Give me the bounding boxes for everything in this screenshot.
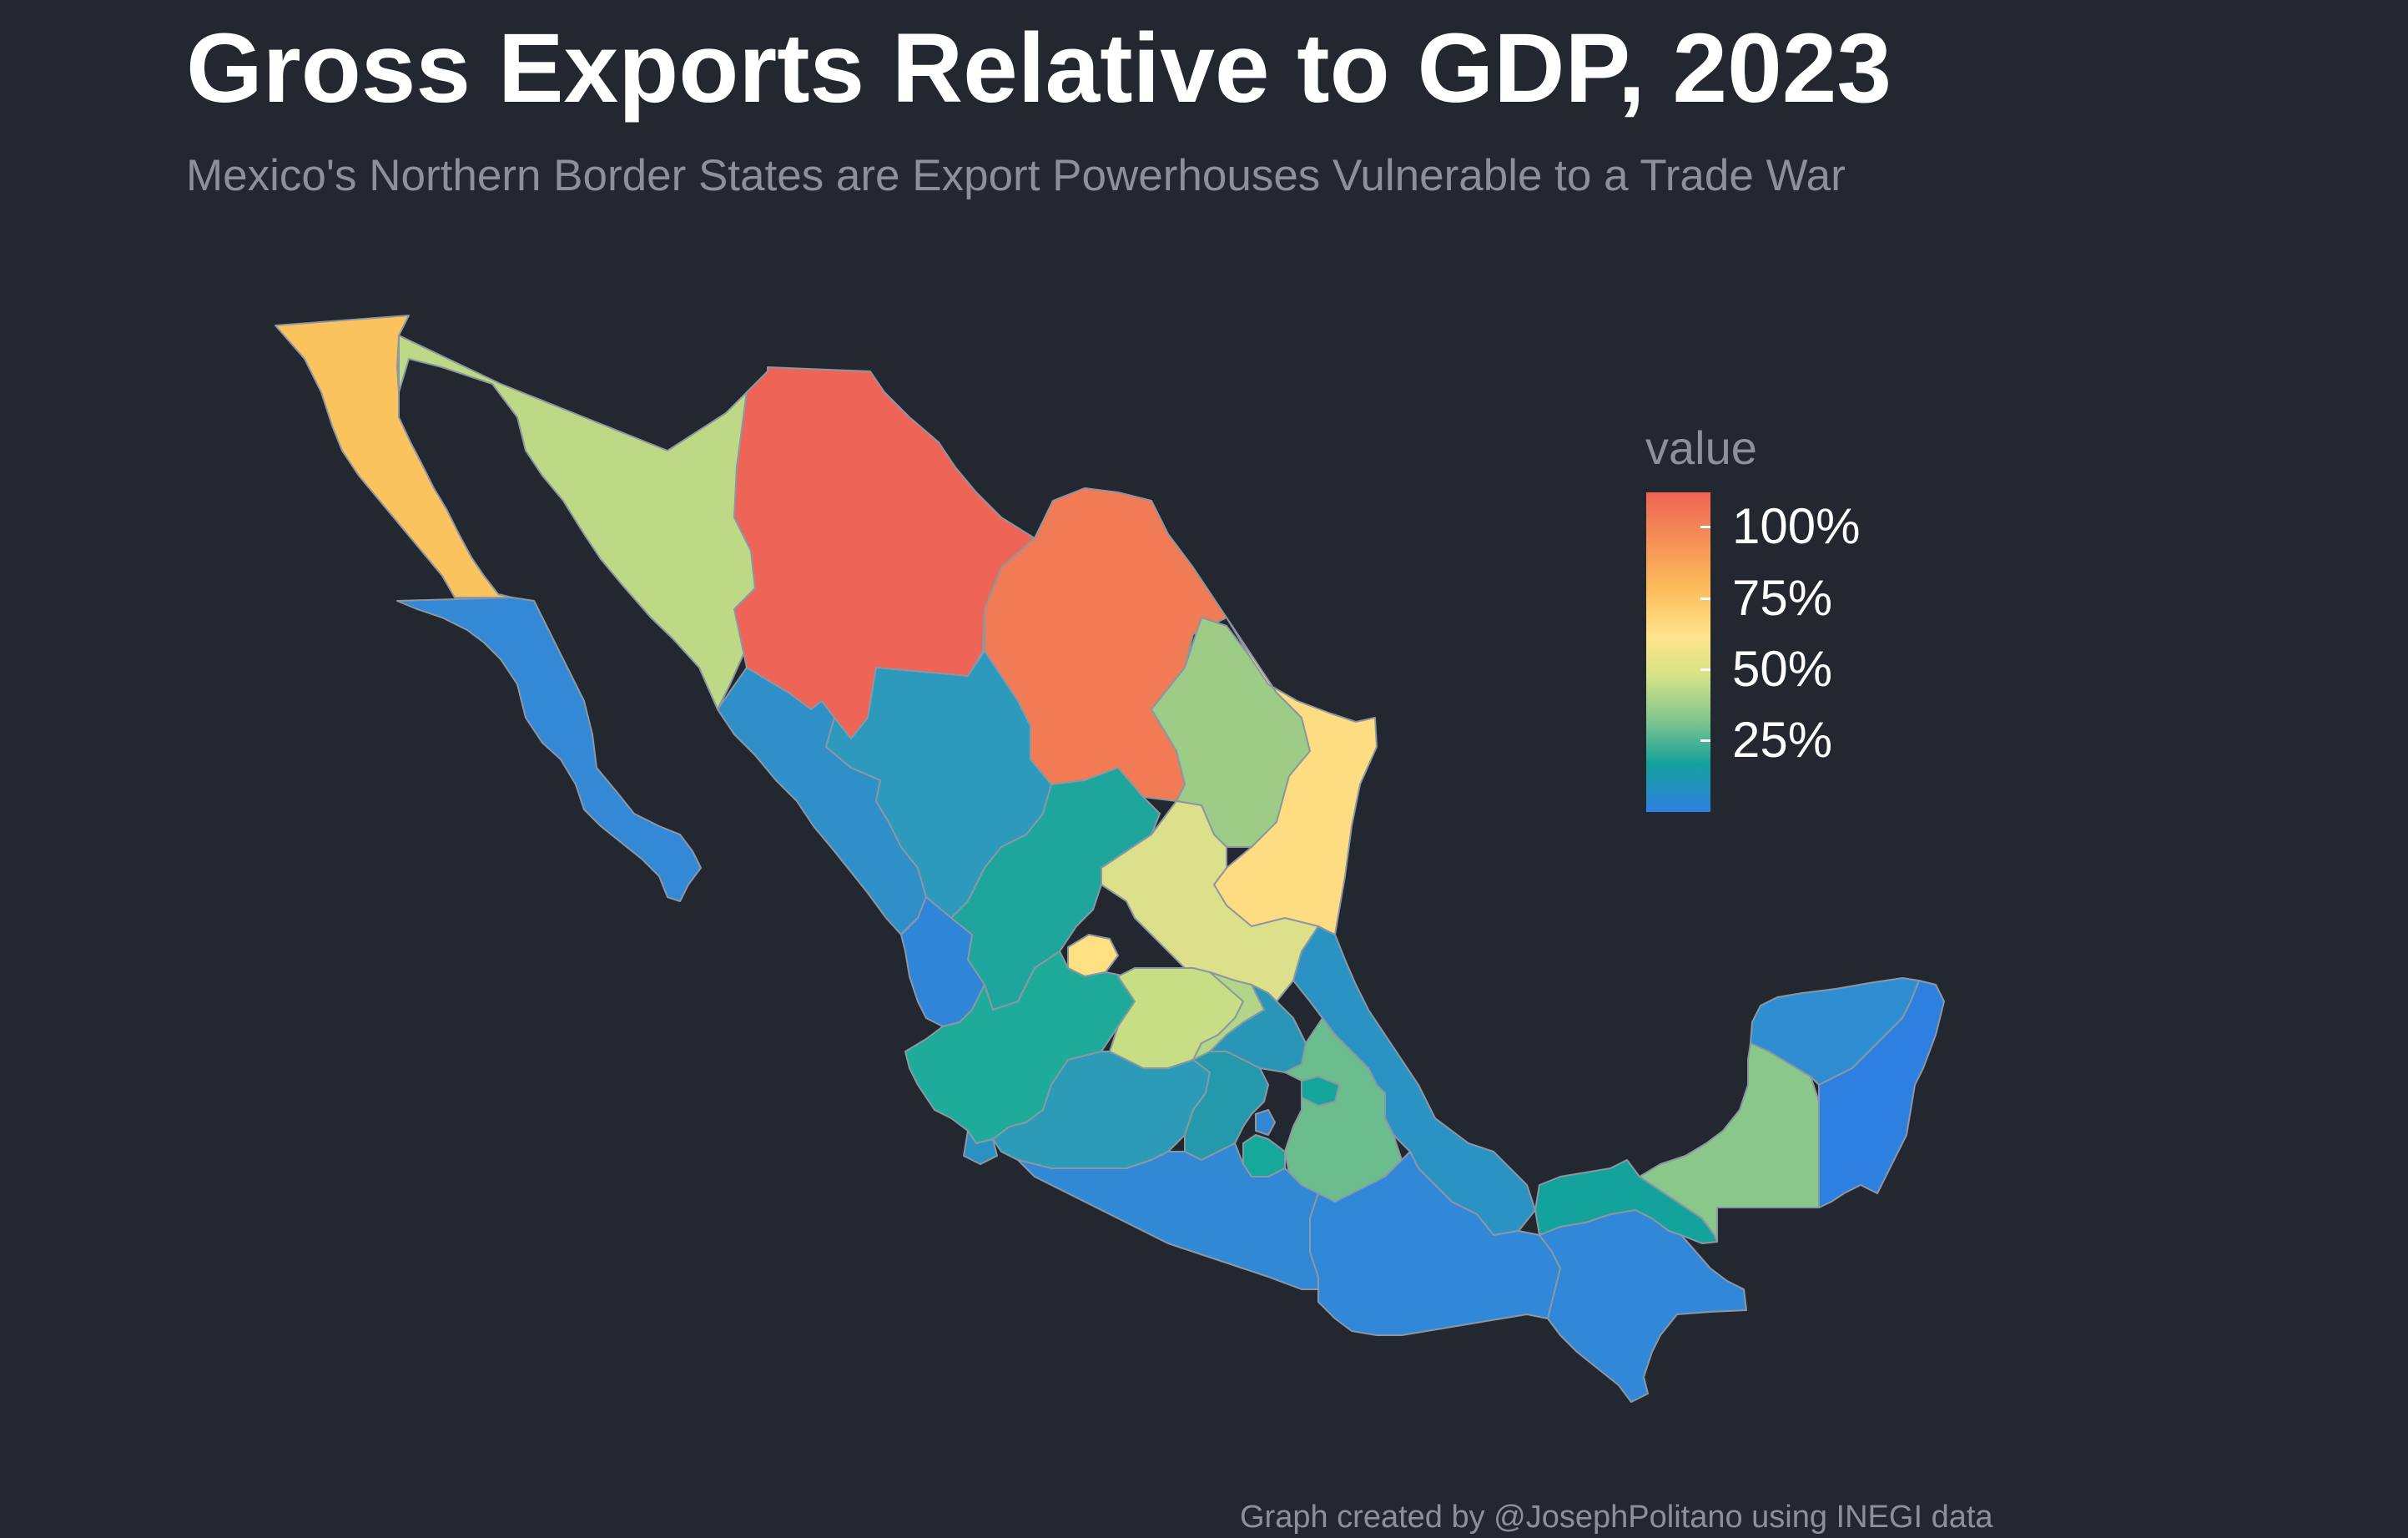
legend-tick xyxy=(1700,668,1710,671)
legend-label-75: 75% xyxy=(1732,570,1833,626)
state-quintana-roo: Quintana Roo xyxy=(1818,980,1945,1208)
state-morelos: Morelos xyxy=(1242,1134,1286,1177)
legend-label-100: 100% xyxy=(1732,498,1861,554)
legend-tick xyxy=(1700,598,1710,600)
state-baja-california: Baja California xyxy=(275,315,513,598)
state-estado-de-mexico: Estado de México xyxy=(1184,1051,1269,1161)
legend-colorbar xyxy=(1646,492,1710,812)
legend-tick xyxy=(1700,526,1710,528)
state-colima: Colima xyxy=(963,1130,998,1165)
legend-label-50: 50% xyxy=(1732,641,1833,697)
state-sonora: Sonora xyxy=(398,335,756,710)
source-caption: Graph created by @JosephPolitano using I… xyxy=(1240,1500,1993,1535)
chart-subtitle: Mexico's Northern Border States are Expo… xyxy=(186,151,1846,200)
state-ciudad-de-mexico: Ciudad de México xyxy=(1255,1109,1276,1136)
state-baja-california-sur: Baja California Sur xyxy=(396,597,702,902)
legend-tick xyxy=(1700,739,1710,742)
legend-label-25: 25% xyxy=(1732,712,1833,768)
legend-title: value xyxy=(1645,421,1757,474)
state-aguascalientes: Aguascalientes xyxy=(1067,934,1119,977)
chart-title: Gross Exports Relative to GDP, 2023 xyxy=(186,13,1892,124)
